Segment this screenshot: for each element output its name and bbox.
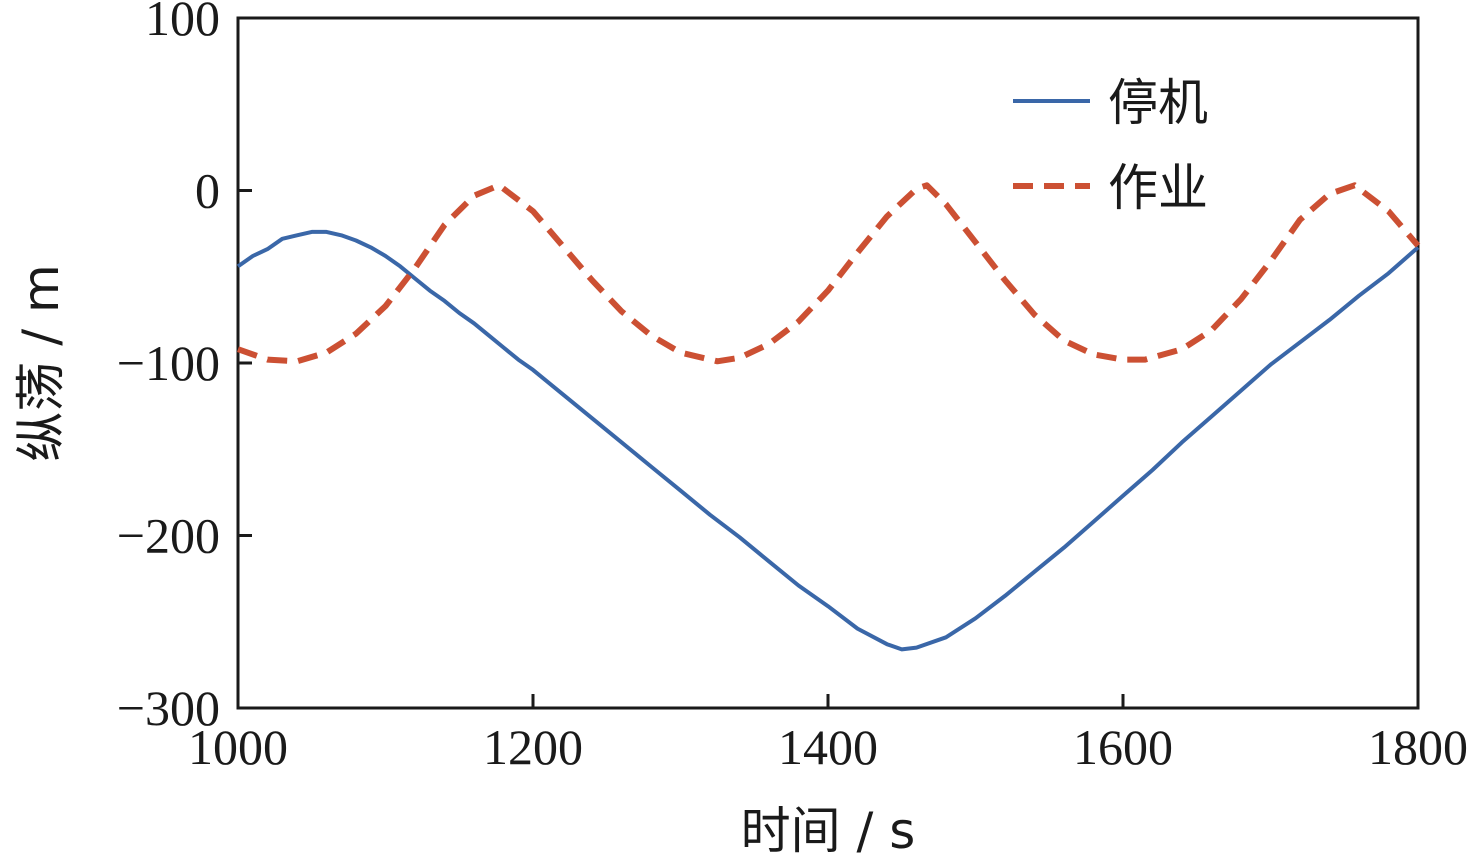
x-axis-title: 时间 / s xyxy=(741,802,916,857)
series-line-1 xyxy=(236,229,1420,652)
x-tick-label: 1400 xyxy=(778,719,878,775)
y-tick-label: −200 xyxy=(117,508,220,564)
legend-label-series-1: 停机 xyxy=(1108,74,1208,132)
y-tick-label: −300 xyxy=(117,680,220,736)
series-line-2 xyxy=(237,182,1421,365)
x-tick-label: 1600 xyxy=(1073,719,1173,775)
y-tick-label: −100 xyxy=(117,335,220,391)
y-tick-label: 0 xyxy=(195,163,220,219)
tick-layer: 1000 1200 1400 1600 1800 −300 −200 −100 0 100 xyxy=(117,0,1468,775)
series-layer xyxy=(236,182,1421,652)
legend: 停机 作业 xyxy=(1013,74,1208,217)
x-tick-label: 1000 xyxy=(188,719,288,775)
y-tick-label: 100 xyxy=(145,0,220,46)
x-tick-label: 1200 xyxy=(483,719,583,775)
x-tick-label: 1800 xyxy=(1368,719,1468,775)
legend-label-series-2: 作业 xyxy=(1108,159,1208,217)
y-axis-title: 纵荡 / m xyxy=(12,264,70,461)
